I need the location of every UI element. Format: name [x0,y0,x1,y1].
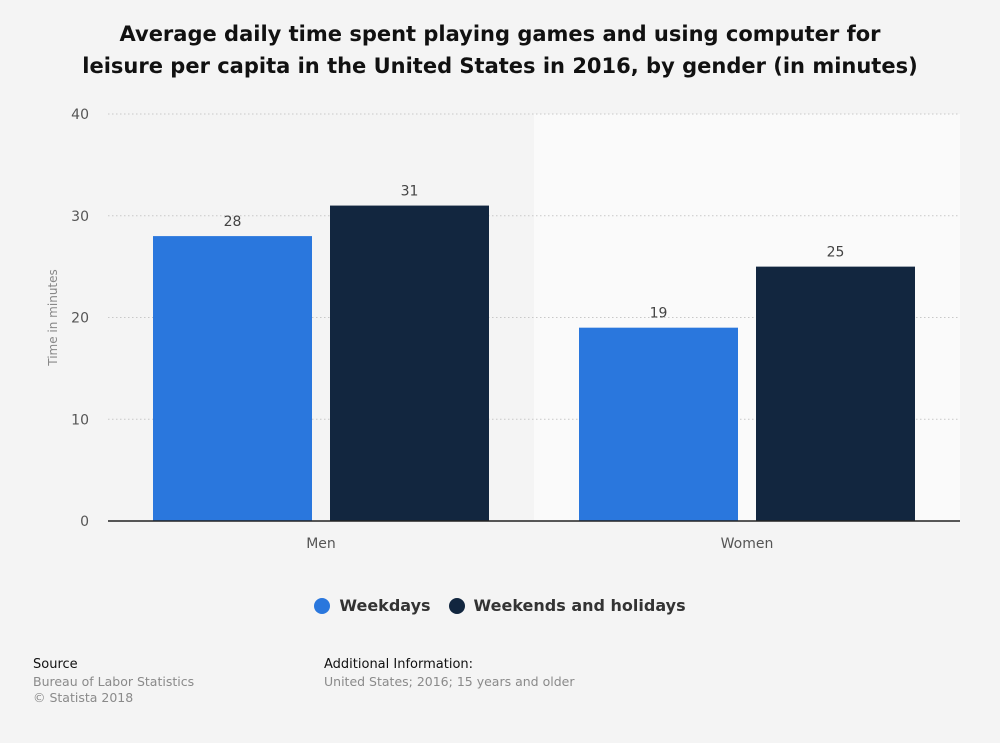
y-axis-title: Time in minutes [46,269,60,367]
additional-info-text: United States; 2016; 15 years and older [324,673,575,689]
data-label: 25 [827,245,845,261]
legend-label-weekends: Weekends and holidays [473,596,686,615]
chart-title-line-1: Average daily time spent playing games a… [119,22,881,46]
bar-women-1 [756,266,915,521]
data-label: 19 [650,306,668,322]
data-label: 28 [224,214,242,230]
chart-title-line-2: leisure per capita in the United States … [82,54,918,78]
copyright-text[interactable]: © Statista 2018 [33,690,134,705]
source-name[interactable]: Bureau of Labor Statistics [33,673,195,689]
y-tick-label: 0 [80,514,89,530]
chart-legend: Weekdays Weekends and holidays [0,596,1000,615]
legend-label-weekdays: Weekdays [339,596,431,615]
bar-chart: 0 10 20 30 40 Time in minutes 28 31 Men 19 25 Women [46,107,960,552]
legend-marker-weekends [448,597,465,614]
additional-info-heading: Additional Information: [324,657,474,672]
bar-women-0 [579,327,738,521]
legend-item-weekends[interactable]: Weekends and holidays [448,596,686,615]
bar-men-1 [330,205,489,521]
x-tick-label: Women [721,536,774,552]
legend-item-weekdays[interactable]: Weekdays [314,596,431,615]
data-label: 31 [401,184,419,200]
y-tick-label: 20 [71,311,89,327]
chart-title: Average daily time spent playing games a… [40,18,960,82]
bar-men-0 [153,236,312,521]
source-block: Source Bureau of Labor Statistics © Stat… [33,657,194,707]
y-tick-label: 40 [71,107,89,123]
x-tick-label: Men [306,536,336,552]
additional-info-block: Additional Information: United States; 2… [324,657,574,690]
source-heading: Source [33,657,78,672]
y-tick-label: 10 [71,412,89,428]
legend-marker-weekdays [314,597,331,614]
y-tick-label: 30 [71,209,89,225]
